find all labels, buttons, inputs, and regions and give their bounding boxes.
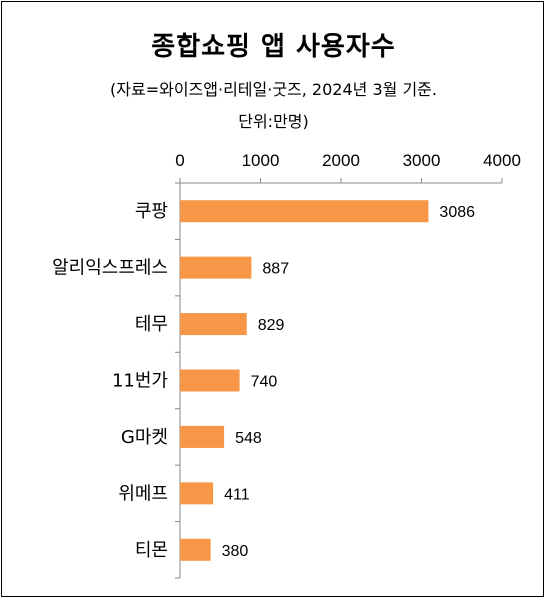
category-label: G마켓 (121, 427, 168, 448)
x-tick-label: 0 (175, 151, 184, 170)
x-tick-label: 4000 (483, 151, 521, 170)
category-label: 티몬 (135, 540, 168, 561)
chart-title: 종합쇼핑 앱 사용자수 (151, 32, 396, 62)
value-label: 740 (251, 374, 278, 391)
value-label: 548 (235, 430, 262, 447)
x-tick-label: 3000 (403, 151, 441, 170)
chart-subtitle-unit: 단위:만명) (238, 112, 309, 131)
category-label: 테무 (135, 314, 168, 335)
value-label: 411 (224, 486, 250, 503)
value-label: 3086 (439, 204, 475, 221)
x-tick-label: 2000 (322, 151, 360, 170)
bar-5 (180, 425, 225, 448)
category-label: 쿠팡 (135, 201, 168, 222)
value-label: 380 (222, 543, 249, 560)
bar-4 (180, 369, 240, 392)
category-label: 11번가 (112, 371, 168, 392)
bar-1 (180, 200, 429, 223)
bar-6 (180, 482, 214, 505)
category-label: 위메프 (118, 483, 168, 504)
chart-subtitle-source: (자료=와이즈앱·리테일·굿즈, 2024년 3월 기준. (110, 80, 437, 99)
value-label: 829 (258, 317, 285, 334)
category-label: 알리익스프레스 (52, 258, 168, 279)
value-label: 887 (262, 261, 289, 278)
bar-2 (180, 256, 252, 279)
x-tick-label: 1000 (242, 151, 280, 170)
bar-3 (180, 313, 247, 336)
bar-7 (180, 538, 211, 561)
